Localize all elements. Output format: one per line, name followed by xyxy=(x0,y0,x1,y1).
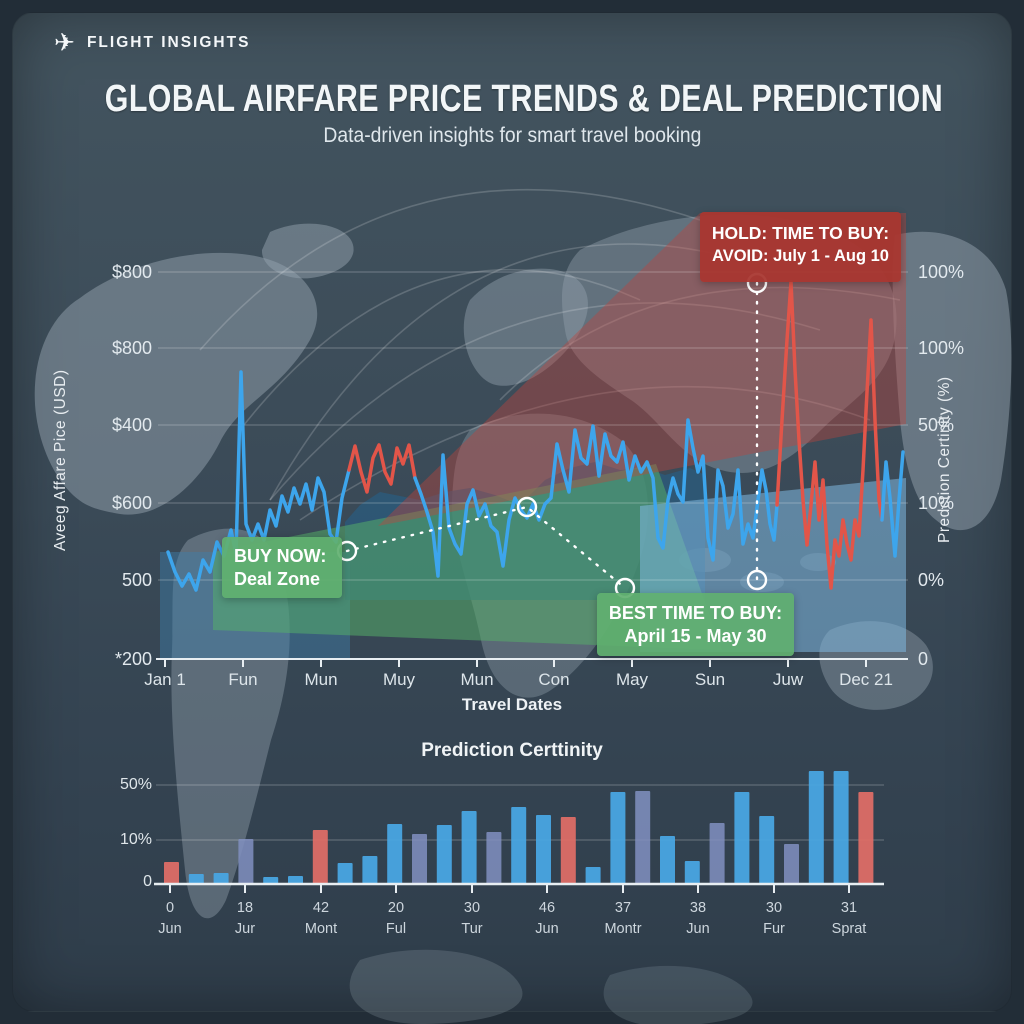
bottom-x-label-name: Fur xyxy=(763,921,785,938)
best-time-annotation: BEST TIME TO BUY: April 15 - May 30 xyxy=(597,593,794,656)
bottom-x-label: 46 Jun xyxy=(507,898,587,940)
x-tick: Mun xyxy=(304,670,338,689)
x-tick: Fun xyxy=(228,670,258,689)
bottom-x-label-name: Sprat xyxy=(831,921,867,938)
x-tick: Con xyxy=(538,670,570,689)
bottom-x-label-name: Tur xyxy=(461,921,483,938)
bottom-x-label-name: Ful xyxy=(385,921,407,938)
page-title: GLOBAL AIRFARE PRICE TRENDS & DEAL PREDI… xyxy=(104,78,944,120)
y-left-tick: $600 xyxy=(111,493,152,513)
bottom-chart-title: Prediction Certtinity xyxy=(421,740,603,761)
bottom-y-tick: 10% xyxy=(119,831,152,848)
background-panel xyxy=(12,12,1012,1012)
bottom-x-label-name: Jun xyxy=(686,921,710,938)
y-right-tick: 0 xyxy=(918,649,929,669)
bottom-x-label: 30 Tur xyxy=(432,898,512,940)
buy-now-annotation: BUY NOW: Deal Zone xyxy=(222,537,342,598)
bottom-x-label: 37 Montr xyxy=(583,898,663,940)
bottom-x-label-name: Jur xyxy=(234,921,256,938)
hold-avoid-annotation: HOLD: TIME TO BUY: AVOID: July 1 - Aug 1… xyxy=(700,212,901,282)
x-axis-title: Travel Dates xyxy=(461,695,563,714)
y-left-tick: 500 xyxy=(121,570,152,590)
x-tick: Mun xyxy=(460,670,494,689)
title-row: GLOBAL AIRFARE PRICE TRENDS & DEAL PREDI… xyxy=(0,78,1024,121)
bottom-x-label-num: 38 xyxy=(689,900,707,916)
y-left-tick: $800 xyxy=(111,262,152,282)
y-left-tick: $800 xyxy=(111,338,152,358)
bottom-x-label-num: 31 xyxy=(840,900,858,916)
y-right-tick: 10% xyxy=(918,493,955,513)
bottom-x-label-name: Mont xyxy=(304,921,338,938)
bottom-x-label: 20 Ful xyxy=(356,898,436,940)
bottom-x-label-num: 30 xyxy=(463,900,481,916)
bottom-x-label-num: 37 xyxy=(614,900,632,916)
y-left-tick: $400 xyxy=(111,415,152,435)
bottom-y-tick: 0 xyxy=(143,873,152,890)
airplane-icon: ✈ xyxy=(54,28,75,57)
bottom-x-label-num: 20 xyxy=(387,900,405,916)
bottom-x-label-num: 46 xyxy=(538,900,556,916)
bottom-x-label: 30 Fur xyxy=(734,898,814,940)
best-time-line2: April 15 - May 30 xyxy=(624,626,767,647)
bottom-x-label: 38 Jun xyxy=(658,898,738,940)
brand-header: ✈ FLIGHT INSIGHTS xyxy=(54,30,250,55)
y-left-tick: *200 xyxy=(114,649,152,669)
subtitle-row: Data-driven insights for smart travel bo… xyxy=(0,124,1024,148)
x-tick: Juw xyxy=(772,670,804,689)
bottom-x-label: 31 Sprat xyxy=(809,898,889,940)
buy-now-line2: Deal Zone xyxy=(234,568,321,589)
bottom-x-label-num: 30 xyxy=(765,900,783,916)
bottom-x-label-name: Jun xyxy=(535,921,559,938)
x-tick: Muy xyxy=(382,670,416,689)
bottom-x-label: 42 Mont xyxy=(281,898,361,940)
x-tick: Dec 21 xyxy=(839,670,893,689)
bottom-x-label-name: Montr xyxy=(604,921,642,938)
y-right-tick: 100% xyxy=(918,338,965,358)
y-right-tick: 0% xyxy=(918,570,945,590)
hold-annotation-line1: HOLD: TIME TO BUY: xyxy=(711,223,890,243)
buy-now-line1: BUY NOW: xyxy=(234,546,327,566)
bottom-x-label-num: 0 xyxy=(165,900,175,916)
bottom-x-label-num: 42 xyxy=(312,900,330,916)
best-time-line1: BEST TIME TO BUY: xyxy=(608,603,783,623)
y-axis-title-left: Aveeg Affare Pice (USD) xyxy=(52,369,69,551)
bottom-x-label-name: Jun xyxy=(158,921,182,938)
bottom-x-label: 18 Jur xyxy=(205,898,285,940)
x-tick: May xyxy=(615,670,649,689)
y-right-tick: 100% xyxy=(918,262,965,282)
bottom-y-tick: 50% xyxy=(119,776,152,793)
bottom-x-label: 0 Jun xyxy=(130,898,210,940)
hold-annotation-line2: AVOID: July 1 - Aug 10 xyxy=(712,247,889,265)
brand-name: FLIGHT INSIGHTS xyxy=(86,33,251,51)
y-right-tick: 50% xyxy=(918,415,955,435)
x-tick: Sun xyxy=(694,670,726,689)
page-subtitle: Data-driven insights for smart travel bo… xyxy=(323,124,701,147)
x-tick: Jan 1 xyxy=(144,670,186,689)
bottom-x-label-num: 18 xyxy=(236,900,254,916)
